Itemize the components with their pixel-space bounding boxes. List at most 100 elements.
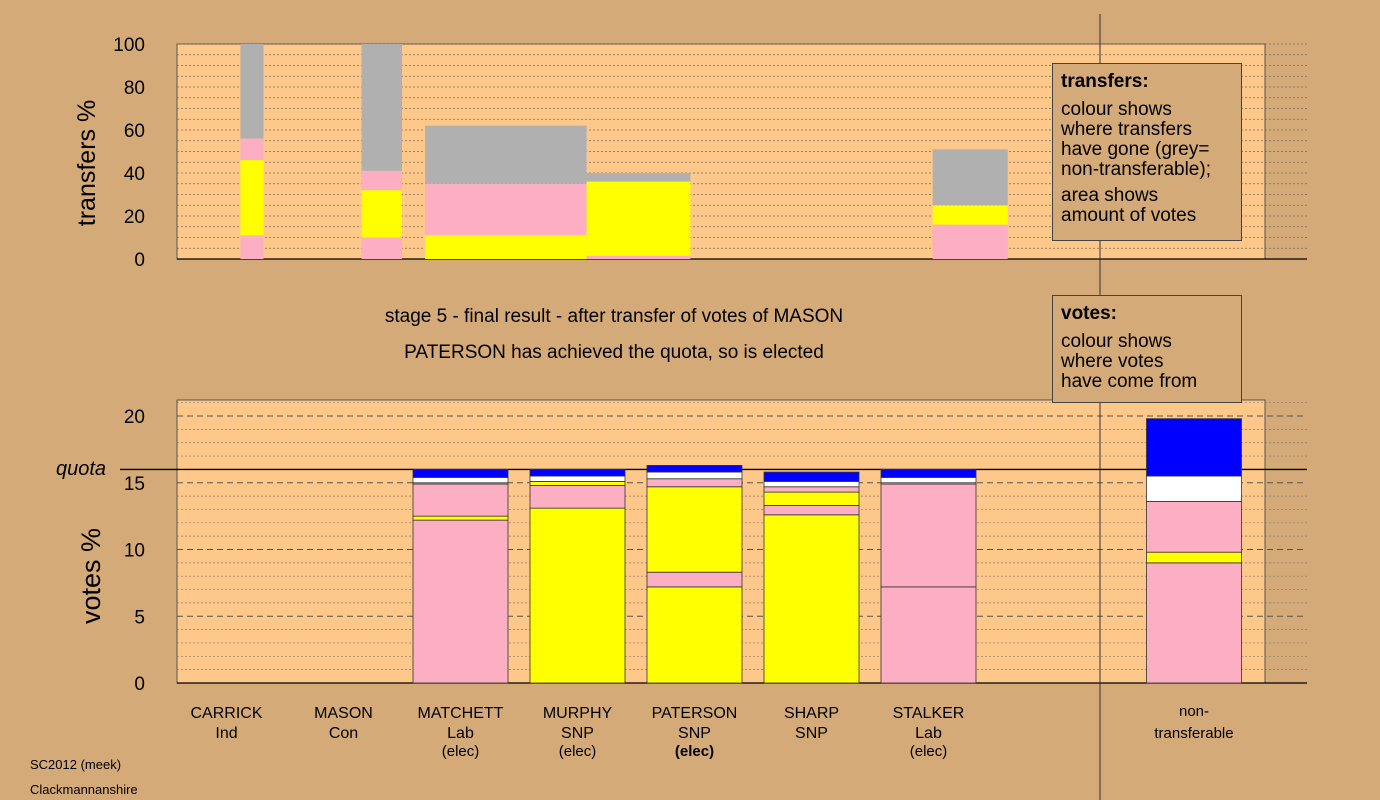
vote-bar-segment [529, 485, 626, 509]
votes-bars [412, 418, 1242, 684]
candidate-name-label: STALKER [893, 705, 965, 722]
votes-y-tick-label: 0 [134, 674, 145, 695]
vote-bar-segment [646, 571, 743, 588]
candidate-name-label: PATERSON [652, 705, 738, 722]
vote-bar-segment [529, 469, 626, 477]
transfers-legend-line: area shows [1061, 185, 1159, 206]
transfer-bar-segment [240, 44, 264, 139]
transfer-bar-segment [586, 255, 691, 259]
transfers-y-axis-label: transfers % [73, 100, 101, 226]
candidate-name-label: MASON [314, 705, 373, 722]
candidate-status-label: (elec) [675, 743, 714, 760]
vote-bar-segment [529, 481, 626, 486]
transfer-bar-segment [361, 190, 402, 238]
nontransferable-label: transferable [1154, 725, 1233, 742]
candidate-party-label: Con [329, 725, 358, 742]
vote-bar-segment [763, 514, 860, 684]
transfers-y-axis: 0 20 40 60 80 100 [113, 35, 145, 271]
votes-gridlines [120, 402, 1307, 684]
vote-bar-segment [763, 486, 860, 493]
candidate-party-label: Lab [447, 725, 474, 742]
vote-bar-segment [1146, 501, 1242, 553]
transfer-bar-segment [240, 235, 264, 259]
transfers-legend-line: non-transferable); [1061, 159, 1211, 180]
votes-legend: votes: colour shows where votes have com… [1052, 295, 1242, 403]
nontransferable-label: non- [1179, 703, 1209, 720]
candidate-name-label: CARRICK [190, 705, 262, 722]
transfers-bars [240, 44, 1008, 259]
vote-bar-segment [763, 481, 860, 488]
vote-bar-segment [412, 519, 509, 684]
vote-bar-segment [1146, 562, 1242, 684]
transfer-bar-segment [586, 173, 691, 182]
candidate-party-label: SNP [561, 725, 594, 742]
votes-legend-line: colour shows [1061, 331, 1172, 352]
transfer-bar-segment [361, 237, 402, 259]
votes-y-tick-label: 15 [124, 474, 145, 495]
candidate-status-label: (elec) [442, 743, 480, 760]
transfers-legend-line: where transfers [1061, 119, 1192, 140]
vote-bar-segment [646, 465, 743, 473]
votes-y-tick-label: 20 [124, 407, 145, 428]
transfers-y-tick-label: 60 [124, 121, 145, 142]
stage-caption: stage 5 - final result - after transfer … [385, 306, 843, 327]
elected-caption: PATERSON has achieved the quota, so is e… [404, 342, 824, 363]
transfer-bar-segment [425, 235, 587, 259]
transfers-legend-title: transfers: [1061, 71, 1149, 92]
vote-bar-segment [529, 475, 626, 482]
transfer-bar-segment [240, 138, 264, 161]
vote-bar-segment [1146, 418, 1242, 477]
transfer-bar-segment [932, 149, 1008, 206]
votes-legend-line: where votes [1061, 351, 1164, 372]
quota-label: quota [56, 458, 106, 480]
vote-bar-segment [1146, 551, 1242, 564]
votes-legend-line: have come from [1061, 371, 1198, 392]
vote-bar-segment [880, 483, 977, 588]
vote-bar-segment [1146, 475, 1242, 502]
candidate-party-label: Lab [915, 725, 942, 742]
votes-y-axis-label: votes % [76, 528, 106, 624]
footer-area: Clackmannanshire [30, 782, 138, 797]
candidate-status-label: (elec) [910, 743, 948, 760]
votes-y-tick-label: 10 [124, 541, 145, 562]
transfers-y-tick-label: 0 [134, 250, 145, 271]
candidate-party-label: Ind [215, 725, 237, 742]
transfers-y-tick-label: 40 [124, 164, 145, 185]
candidate-party-label: SNP [795, 725, 828, 742]
transfer-bar-segment [932, 224, 1008, 259]
vote-bar-segment [763, 471, 860, 482]
vote-bar-segment [412, 483, 509, 517]
transfer-bar-segment [586, 181, 691, 256]
transfers-legend-line: colour shows [1061, 99, 1172, 120]
transfer-bar-segment [361, 170, 402, 191]
transfer-bar-segment [240, 160, 264, 236]
vote-bar-segment [646, 471, 743, 480]
votes-y-tick-label: 5 [134, 607, 145, 628]
vote-bar-segment [529, 507, 626, 684]
transfers-y-tick-label: 20 [124, 207, 145, 228]
vote-bar-segment [412, 469, 509, 478]
transfers-legend-line: have gone (grey= [1061, 139, 1210, 160]
transfers-y-tick-label: 100 [113, 35, 145, 56]
vote-bar-segment [646, 486, 743, 573]
votes-legend-title: votes: [1061, 303, 1117, 324]
vote-bar-segment [880, 477, 977, 484]
candidate-party-label: SNP [678, 725, 711, 742]
candidate-name-label: MATCHETT [418, 705, 504, 722]
candidate-status-label: (elec) [559, 743, 597, 760]
transfers-y-tick-label: 80 [124, 78, 145, 99]
transfers-legend: transfers: colour shows where transfers … [1052, 63, 1242, 241]
transfers-legend-line: amount of votes [1061, 205, 1197, 226]
transfer-bar-segment [932, 205, 1008, 225]
vote-bar-segment [646, 478, 743, 488]
vote-bar-segment [763, 505, 860, 516]
vote-bar-segment [880, 469, 977, 478]
transfer-bar-segment [361, 44, 402, 171]
vote-bar-segment [412, 477, 509, 484]
candidate-name-label: MURPHY [543, 705, 613, 722]
footer-method: SC2012 (meek) [30, 757, 122, 772]
votes-x-axis-labels: CARRICKIndMASONConMATCHETTLab(elec)MURPH… [190, 703, 1233, 760]
vote-bar-segment [880, 586, 977, 684]
vote-bar-segment [646, 586, 743, 684]
